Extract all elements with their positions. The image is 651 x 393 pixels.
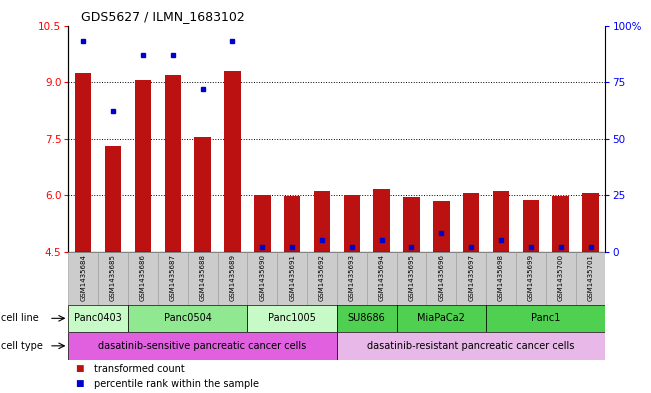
Bar: [516, 252, 546, 305]
Text: GSM1435684: GSM1435684: [80, 254, 87, 301]
Bar: [68, 332, 337, 360]
Bar: [98, 252, 128, 305]
Bar: [575, 252, 605, 305]
Bar: [75, 73, 92, 252]
Bar: [403, 197, 420, 252]
Text: GSM1435686: GSM1435686: [140, 254, 146, 301]
Text: dasatinib-sensitive pancreatic cancer cells: dasatinib-sensitive pancreatic cancer ce…: [98, 341, 307, 351]
Text: cell line: cell line: [1, 313, 39, 323]
Bar: [337, 252, 367, 305]
Text: GSM1435692: GSM1435692: [319, 254, 325, 301]
Text: Panc1005: Panc1005: [268, 313, 316, 323]
Bar: [582, 193, 599, 252]
Text: GSM1435699: GSM1435699: [528, 254, 534, 301]
Text: GSM1435687: GSM1435687: [170, 254, 176, 301]
Bar: [254, 195, 271, 252]
Bar: [105, 146, 121, 252]
Text: MiaPaCa2: MiaPaCa2: [417, 313, 465, 323]
Text: GSM1435685: GSM1435685: [110, 254, 116, 301]
Bar: [493, 191, 509, 252]
Bar: [433, 201, 450, 252]
Text: GSM1435700: GSM1435700: [558, 254, 564, 301]
Bar: [396, 305, 486, 332]
Bar: [314, 191, 330, 252]
Bar: [486, 252, 516, 305]
Text: GSM1435688: GSM1435688: [200, 254, 206, 301]
Bar: [367, 252, 396, 305]
Bar: [247, 252, 277, 305]
Bar: [463, 193, 479, 252]
Bar: [523, 200, 539, 252]
Bar: [284, 196, 300, 252]
Text: SU8686: SU8686: [348, 313, 385, 323]
Bar: [374, 189, 390, 252]
Text: Panc1: Panc1: [531, 313, 561, 323]
Text: percentile rank within the sample: percentile rank within the sample: [94, 378, 259, 389]
Text: GSM1435696: GSM1435696: [438, 254, 445, 301]
Text: GDS5627 / ILMN_1683102: GDS5627 / ILMN_1683102: [81, 10, 245, 23]
Text: GSM1435690: GSM1435690: [259, 254, 266, 301]
Bar: [135, 80, 151, 252]
Bar: [344, 195, 360, 252]
Bar: [337, 305, 396, 332]
Bar: [426, 252, 456, 305]
Text: dasatinib-resistant pancreatic cancer cells: dasatinib-resistant pancreatic cancer ce…: [367, 341, 575, 351]
Bar: [158, 252, 187, 305]
Bar: [546, 252, 575, 305]
Bar: [277, 252, 307, 305]
Bar: [486, 305, 605, 332]
Text: GSM1435697: GSM1435697: [468, 254, 474, 301]
Bar: [217, 252, 247, 305]
Bar: [553, 196, 569, 252]
Bar: [128, 305, 247, 332]
Text: Panc0403: Panc0403: [74, 313, 122, 323]
Bar: [128, 252, 158, 305]
Text: GSM1435698: GSM1435698: [498, 254, 504, 301]
Text: GSM1435701: GSM1435701: [587, 254, 594, 301]
Bar: [456, 252, 486, 305]
Text: cell type: cell type: [1, 341, 43, 351]
Text: transformed count: transformed count: [94, 364, 185, 374]
Bar: [68, 305, 128, 332]
Text: ■: ■: [75, 379, 83, 388]
Bar: [247, 305, 337, 332]
Text: GSM1435689: GSM1435689: [229, 254, 236, 301]
Bar: [68, 252, 98, 305]
Bar: [224, 71, 241, 252]
Bar: [307, 252, 337, 305]
Bar: [337, 332, 605, 360]
Text: ■: ■: [75, 364, 83, 373]
Bar: [195, 137, 211, 252]
Bar: [187, 252, 217, 305]
Text: GSM1435695: GSM1435695: [408, 254, 415, 301]
Bar: [396, 252, 426, 305]
Text: GSM1435694: GSM1435694: [379, 254, 385, 301]
Text: GSM1435691: GSM1435691: [289, 254, 295, 301]
Bar: [165, 75, 181, 252]
Text: GSM1435693: GSM1435693: [349, 254, 355, 301]
Text: Panc0504: Panc0504: [164, 313, 212, 323]
